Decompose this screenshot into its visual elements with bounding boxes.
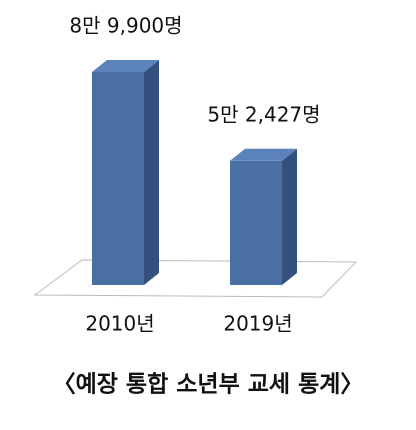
bar-face [92, 72, 144, 285]
bar [92, 60, 159, 285]
bar-face [92, 60, 159, 72]
value-label: 8만 9,900명 [69, 14, 182, 38]
bar-face [230, 160, 282, 285]
chart-title: 〈예장 통합 소년부 교세 통계〉 [53, 372, 364, 398]
x-tick-label: 2010년 [85, 312, 154, 336]
bar-face [144, 60, 159, 285]
bar [230, 148, 297, 285]
floor [33, 259, 358, 298]
bar-face [230, 148, 297, 161]
bar-face [282, 148, 297, 285]
value-label: 5만 2,427명 [207, 102, 320, 126]
x-tick-label: 2019년 [223, 312, 292, 336]
